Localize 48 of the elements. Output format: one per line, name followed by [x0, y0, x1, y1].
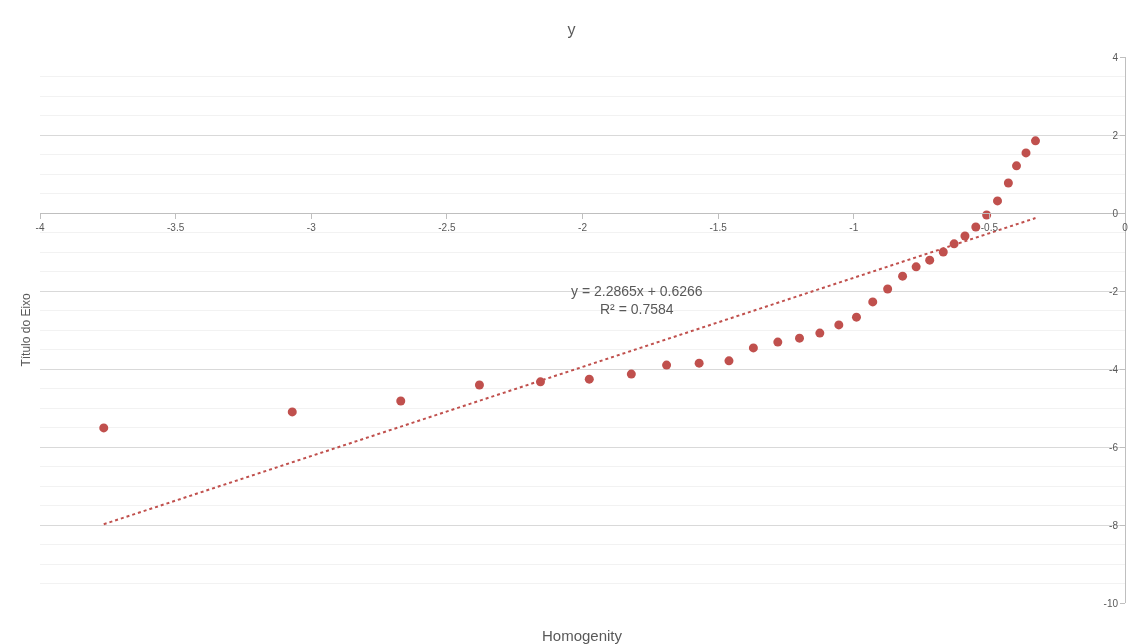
chart-title: y — [567, 20, 576, 38]
y-tick-label: 2 — [1112, 129, 1119, 141]
point — [834, 320, 844, 330]
point — [626, 369, 636, 379]
y-tick-label: -6 — [1109, 441, 1119, 453]
annotation: y = 2.2865x + 0.6266 R² = 0.7584 — [571, 283, 703, 318]
x-tick-label: -3 — [306, 222, 317, 233]
x-tick-label: -2.5 — [438, 222, 456, 233]
x-tick-label: -4 — [35, 222, 45, 233]
x-tick-label: -2 — [578, 222, 588, 233]
y-tick-label: 0 — [1112, 207, 1119, 219]
point — [474, 380, 484, 390]
point — [773, 337, 783, 347]
point — [925, 255, 935, 265]
point — [960, 231, 970, 241]
x-axis-title: Homogenity — [542, 627, 623, 644]
point — [815, 328, 825, 338]
point — [724, 356, 734, 366]
y-tick-label: 4 — [1112, 51, 1119, 63]
point — [1003, 178, 1013, 188]
point — [1030, 136, 1040, 146]
point — [694, 358, 704, 368]
y-tick-label: -4 — [1109, 363, 1119, 375]
point — [795, 333, 804, 343]
point — [993, 196, 1003, 206]
point — [1021, 148, 1031, 158]
x-tick-label: 0 — [1122, 222, 1129, 233]
x-tick-label: -3.5 — [167, 222, 185, 233]
y-axis-title: Título do Eixo — [18, 292, 33, 367]
point — [99, 423, 109, 433]
y-tick-label: -2 — [1109, 285, 1119, 297]
point — [868, 297, 878, 307]
y-tick-label: -10 — [1103, 597, 1119, 609]
point — [911, 262, 921, 272]
point — [851, 312, 861, 322]
x-tick-label: -1 — [849, 222, 859, 233]
point — [662, 360, 672, 370]
point — [584, 374, 594, 384]
point — [396, 396, 406, 406]
point — [287, 407, 297, 417]
point — [883, 284, 893, 294]
point — [898, 271, 908, 281]
x-tick-label: -0.5 — [980, 222, 999, 233]
point — [1012, 161, 1021, 171]
point — [971, 222, 981, 232]
x-tick-label: -1.5 — [709, 222, 728, 233]
y-tick-label: -8 — [1109, 519, 1119, 531]
point — [748, 343, 758, 353]
